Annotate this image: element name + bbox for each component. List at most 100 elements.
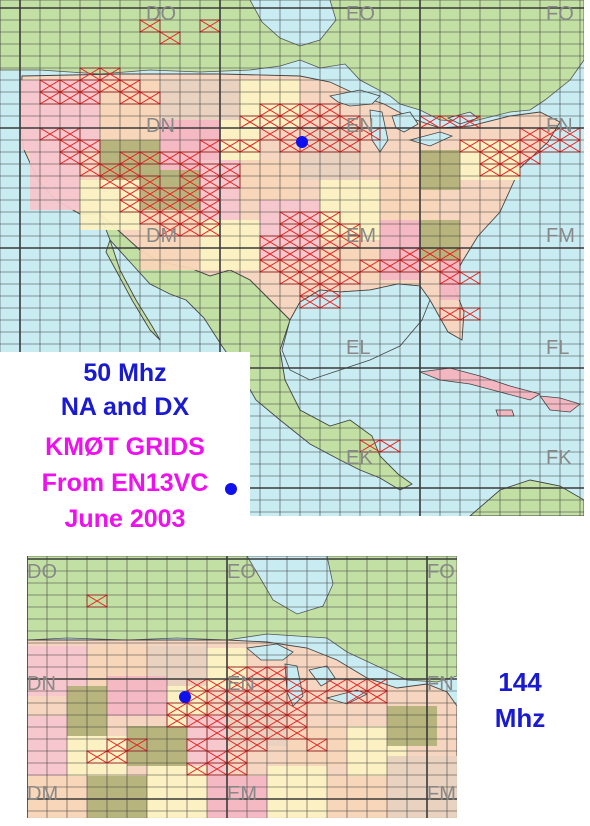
worked-cell-cross [139, 19, 161, 33]
worked-cell-cross [299, 247, 321, 261]
worked-cell-cross [279, 211, 301, 225]
worked-cell-cross [299, 295, 321, 309]
grid-field-label: DN [27, 673, 56, 695]
grid-field-label: EN [346, 115, 374, 137]
worked-cell-cross [286, 714, 308, 728]
worked-cell-cross [319, 247, 341, 261]
worked-cell-cross [246, 702, 268, 716]
worked-cell-cross [266, 702, 288, 716]
worked-cell-cross [559, 139, 581, 153]
grid-field-label: FM [427, 783, 456, 805]
worked-cell-cross [439, 307, 461, 321]
worked-cell-cross [186, 738, 208, 752]
worked-cell-cross [366, 678, 388, 692]
worked-cell-cross [266, 714, 288, 728]
worked-cell-cross [186, 690, 208, 704]
state-region [140, 170, 200, 210]
grid-field-label: DM [146, 225, 177, 247]
worked-cell-cross [79, 67, 101, 81]
grid-field-label: FL [546, 337, 569, 359]
worked-cell-cross [266, 666, 288, 680]
landmass-baja [105, 238, 161, 341]
grid-field-label: FM [546, 225, 575, 247]
great-lakes [246, 643, 368, 707]
worked-cell-cross [499, 139, 521, 153]
grid-lines-144mhz [27, 556, 457, 818]
worked-cell-cross [479, 151, 501, 165]
worked-cell-cross [126, 738, 148, 752]
worked-cell-cross [306, 690, 328, 704]
worked-cell-cross [239, 139, 261, 153]
worked-cell-cross [279, 115, 301, 129]
state-region [87, 776, 147, 818]
worked-cell-cross [399, 259, 421, 273]
worked-cell-cross [119, 163, 141, 177]
worked-cell-cross [279, 103, 301, 117]
worked-cell-cross [139, 175, 161, 189]
worked-cell-cross [259, 235, 281, 249]
worked-cell-cross [206, 702, 228, 716]
worked-cell-cross [259, 127, 281, 141]
worked-cell-cross [226, 702, 248, 716]
worked-cell-cross [59, 139, 81, 153]
worked-cell-cross [179, 211, 201, 225]
grid-field-label: DO [27, 561, 57, 583]
worked-cell-cross [139, 211, 161, 225]
dot-icon [225, 483, 237, 495]
grid-field-label: DM [27, 783, 58, 805]
worked-cell-cross [86, 750, 108, 764]
grid-field-label: EO [227, 561, 256, 583]
worked-cell-cross [319, 295, 341, 309]
worked-cell-cross [459, 307, 481, 321]
worked-cell-cross [39, 127, 61, 141]
grid-field-label: EL [346, 337, 370, 359]
worked-cell-cross [259, 259, 281, 273]
worked-cell-cross [226, 762, 248, 776]
worked-cell-cross [159, 187, 181, 201]
worked-cell-cross [539, 139, 561, 153]
worked-cell-cross [159, 199, 181, 213]
worked-cell-cross [319, 211, 341, 225]
worked-cell-cross [366, 690, 388, 704]
grid-labels-144mhz: DO EO FO DN EN FN DM EM FM [27, 561, 456, 805]
worked-cell-cross [319, 103, 341, 117]
state-region [327, 776, 387, 818]
worked-cell-cross [179, 187, 201, 201]
worked-cell-cross [86, 594, 108, 608]
state-region [440, 260, 460, 300]
worked-cell-cross [39, 91, 61, 105]
island-jamaica [495, 409, 515, 417]
worked-cell-cross [259, 247, 281, 261]
worked-cell-cross [139, 91, 161, 105]
worked-cell-cross [459, 271, 481, 285]
state-region [67, 736, 127, 776]
hudson-bay [249, 0, 337, 47]
worked-cell-cross [459, 115, 481, 129]
worked-cell-cross [99, 175, 121, 189]
grid-field-label: EM [227, 783, 257, 805]
grid-field-label: FK [546, 447, 572, 469]
worked-cell-cross [299, 103, 321, 117]
worked-cell-cross [439, 271, 461, 285]
legend-date: June 2003 [64, 505, 186, 533]
worked-cell-cross [166, 714, 188, 728]
grid-field-label: FN [546, 115, 573, 137]
worked-cell-cross [266, 726, 288, 740]
worked-cell-cross [59, 91, 81, 105]
worked-cell-cross [79, 151, 101, 165]
worked-cell-cross [206, 762, 228, 776]
state-region [127, 726, 187, 766]
worked-cell-cross [79, 163, 101, 177]
worked-cell-cross [299, 211, 321, 225]
worked-cell-cross [246, 714, 268, 728]
state-region [100, 80, 160, 140]
map-144mhz-canvas: DO EO FO DN EN FN DM EM FM [27, 556, 457, 818]
worked-cell-cross [439, 259, 461, 273]
worked-cell-cross [246, 738, 268, 752]
worked-cell-cross [226, 726, 248, 740]
worked-cell-cross [266, 690, 288, 704]
worked-cell-cross [226, 678, 248, 692]
worked-cell-cross [226, 738, 248, 752]
worked-cell-cross [79, 79, 101, 93]
worked-cell-cross [299, 259, 321, 273]
